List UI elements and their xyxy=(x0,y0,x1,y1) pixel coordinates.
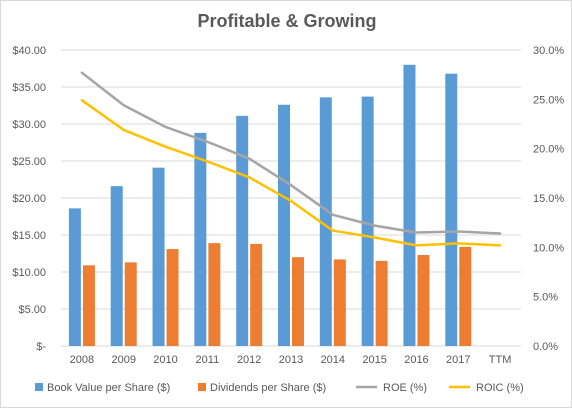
y-left-tick-label: $10.00 xyxy=(12,267,46,279)
x-tick-label: 2011 xyxy=(196,354,220,366)
y-left-tick-label: $- xyxy=(36,341,46,353)
y-axis-right: 0.0% 5.0% 10.0% 15.0% 20.0% 25.0% 30.0% xyxy=(533,45,564,353)
x-tick-label: 2016 xyxy=(404,354,428,366)
bar xyxy=(236,115,249,346)
y-left-tick-label: $25.00 xyxy=(12,156,46,168)
bar xyxy=(319,97,332,346)
y-left-tick-label: $35.00 xyxy=(12,82,46,94)
y-left-tick-label: $20.00 xyxy=(12,193,46,205)
legend-label: Dividends per Share ($) xyxy=(210,382,326,394)
x-tick-label: 2012 xyxy=(237,354,261,366)
legend-label: ROE (%) xyxy=(383,382,427,394)
x-tick-label: 2008 xyxy=(70,354,94,366)
y-right-tick-label: 0.0% xyxy=(533,341,558,353)
chart-title: Profitable & Growing xyxy=(197,11,376,31)
bar xyxy=(82,265,95,346)
y-left-tick-label: $30.00 xyxy=(12,119,46,131)
bar xyxy=(208,243,221,346)
legend-swatch xyxy=(198,383,206,391)
bar xyxy=(445,73,458,347)
bar xyxy=(459,246,472,346)
bar xyxy=(292,257,304,346)
x-tick-label: 2015 xyxy=(362,354,386,366)
bar xyxy=(278,104,290,346)
y-right-tick-label: 30.0% xyxy=(533,45,564,57)
lines xyxy=(80,71,502,247)
x-tick-label: 2013 xyxy=(279,354,303,366)
bar xyxy=(110,186,123,346)
x-tick-label: 2017 xyxy=(446,354,470,366)
y-right-tick-label: 10.0% xyxy=(533,242,564,254)
y-right-tick-label: 25.0% xyxy=(533,94,564,106)
y-left-tick-label: $5.00 xyxy=(18,304,46,316)
bar xyxy=(375,260,388,346)
bar xyxy=(124,262,137,346)
x-tick-label: 2009 xyxy=(111,354,135,366)
legend-label: ROIC (%) xyxy=(476,382,524,394)
y-right-tick-label: 20.0% xyxy=(533,144,564,156)
legend: Book Value per Share ($) Dividends per Sh… xyxy=(35,382,524,394)
y-axis-left: $- $5.00 $10.00 $15.00 $20.00 $25.00 $30.00 $35… xyxy=(12,45,46,353)
bar xyxy=(166,249,179,346)
y-left-tick-label: $15.00 xyxy=(12,230,46,242)
bars xyxy=(68,64,472,347)
bar xyxy=(68,208,81,346)
legend-swatch xyxy=(35,383,43,391)
bar xyxy=(152,167,165,346)
y-right-tick-label: 15.0% xyxy=(533,193,564,205)
bar xyxy=(361,96,374,347)
y-left-tick-label: $40.00 xyxy=(12,45,46,57)
series-line xyxy=(80,99,502,247)
series-line xyxy=(80,71,502,235)
bar xyxy=(403,64,416,347)
bar xyxy=(417,254,430,346)
bar xyxy=(250,243,263,346)
x-tick-label: 2010 xyxy=(153,354,177,366)
bar xyxy=(194,132,207,346)
bar xyxy=(333,259,346,346)
x-tick-label: TTM xyxy=(489,354,512,366)
x-tick-label: 2014 xyxy=(321,354,345,366)
legend-label: Book Value per Share ($) xyxy=(47,382,170,394)
x-axis: 2008 2009 2010 2011 2012 2013 2014 2015 2016 2017… xyxy=(70,354,512,366)
y-right-tick-label: 5.0% xyxy=(533,292,558,304)
gridlines xyxy=(61,49,521,347)
